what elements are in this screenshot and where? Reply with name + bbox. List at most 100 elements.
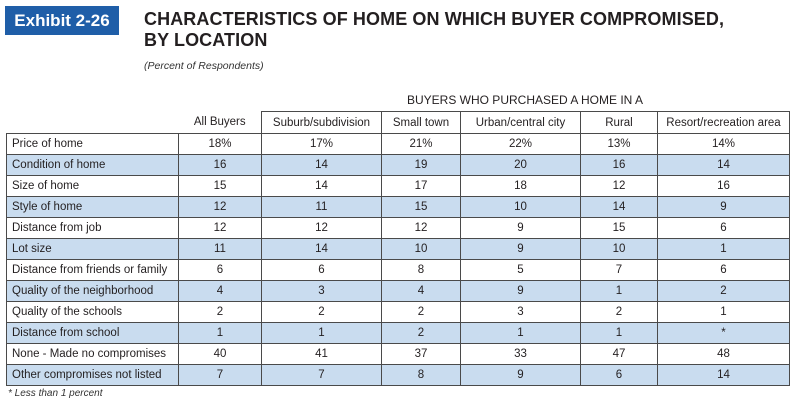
cell-value: 15 xyxy=(580,217,658,239)
cell-value: * xyxy=(657,322,790,344)
row-label: Other compromises not listed xyxy=(6,364,179,386)
table-row: Quality of the neighborhood 4 3 4 9 1 2 xyxy=(6,280,790,302)
cell-value: 7 xyxy=(178,364,262,386)
cell-value: 2 xyxy=(178,301,262,323)
cell-value: 1 xyxy=(580,322,658,344)
header-corner xyxy=(7,112,179,134)
cell-value: 9 xyxy=(460,280,581,302)
cell-value: 7 xyxy=(580,259,658,281)
row-label: Quality of the neighborhood xyxy=(6,280,179,302)
cell-value: 6 xyxy=(261,259,382,281)
cell-value: 9 xyxy=(460,238,581,260)
table-row: None - Made no compromises 40 41 37 33 47 48 xyxy=(6,343,790,365)
row-label: Size of home xyxy=(6,175,179,197)
cell-value: 8 xyxy=(381,259,461,281)
cell-value: 6 xyxy=(657,217,790,239)
table-row: Distance from school 1 1 2 1 1 * xyxy=(6,322,790,344)
cell-value: 12 xyxy=(381,217,461,239)
row-label: Lot size xyxy=(6,238,179,260)
cell-value: 48 xyxy=(657,343,790,365)
cell-value: 12 xyxy=(178,196,262,218)
cell-value: 12 xyxy=(178,217,262,239)
data-table: All Buyers Suburb/subdivision Small town… xyxy=(6,111,790,386)
cell-value: 1 xyxy=(657,301,790,323)
cell-value: 16 xyxy=(178,154,262,176)
table-body: Price of home 18% 17% 21% 22% 13% 14% Condition… xyxy=(6,133,790,386)
cell-value: 6 xyxy=(178,259,262,281)
header-row: All Buyers Suburb/subdivision Small town… xyxy=(7,111,790,134)
cell-value: 17 xyxy=(381,175,461,197)
cell-value: 14 xyxy=(261,238,382,260)
cell-value: 2 xyxy=(381,301,461,323)
cell-value: 12 xyxy=(580,175,658,197)
cell-value: 15 xyxy=(178,175,262,197)
subtitle: (Percent of Respondents) xyxy=(144,60,264,72)
cell-value: 2 xyxy=(381,322,461,344)
cell-value: 1 xyxy=(178,322,262,344)
cell-value: 15 xyxy=(381,196,461,218)
cell-value: 10 xyxy=(460,196,581,218)
cell-value: 33 xyxy=(460,343,581,365)
column-header: Resort/recreation area xyxy=(657,111,790,134)
cell-value: 11 xyxy=(178,238,262,260)
footnote: * Less than 1 percent xyxy=(8,388,103,399)
cell-value: 9 xyxy=(460,217,581,239)
title-line-1: CHARACTERISTICS OF HOME ON WHICH BUYER C… xyxy=(144,9,725,29)
cell-value: 5 xyxy=(460,259,581,281)
row-label: Distance from job xyxy=(6,217,179,239)
cell-value: 20 xyxy=(460,154,581,176)
cell-value: 16 xyxy=(580,154,658,176)
table-row: Distance from friends or family 6 6 8 5 7 6 xyxy=(6,259,790,281)
cell-value: 12 xyxy=(261,217,382,239)
cell-value: 14 xyxy=(580,196,658,218)
cell-value: 11 xyxy=(261,196,382,218)
cell-value: 8 xyxy=(381,364,461,386)
cell-value: 2 xyxy=(261,301,382,323)
row-label: None - Made no compromises xyxy=(6,343,179,365)
column-header: Rural xyxy=(580,111,658,134)
cell-value: 41 xyxy=(261,343,382,365)
column-header: Urban/central city xyxy=(460,111,581,134)
column-header: Suburb/subdivision xyxy=(261,111,382,134)
row-label: Distance from school xyxy=(6,322,179,344)
table-row: Condition of home 16 14 19 20 16 14 xyxy=(6,154,790,176)
title-line-2: BY LOCATION xyxy=(144,30,268,50)
column-header: Small town xyxy=(381,111,461,134)
row-label: Distance from friends or family xyxy=(6,259,179,281)
cell-value: 40 xyxy=(178,343,262,365)
cell-value: 14 xyxy=(657,364,790,386)
cell-value: 1 xyxy=(261,322,382,344)
page-title: CHARACTERISTICS OF HOME ON WHICH BUYER C… xyxy=(144,9,724,51)
cell-value: 14 xyxy=(261,154,382,176)
cell-value: 21% xyxy=(381,133,461,155)
cell-value: 1 xyxy=(460,322,581,344)
cell-value: 6 xyxy=(657,259,790,281)
table-row: Price of home 18% 17% 21% 22% 13% 14% xyxy=(6,133,790,155)
table-row: Style of home 12 11 15 10 14 9 xyxy=(6,196,790,218)
table-row: Lot size 11 14 10 9 10 1 xyxy=(6,238,790,260)
cell-value: 18 xyxy=(460,175,581,197)
cell-value: 14 xyxy=(261,175,382,197)
cell-value: 17% xyxy=(261,133,382,155)
cell-value: 47 xyxy=(580,343,658,365)
cell-value: 19 xyxy=(381,154,461,176)
table-row: Quality of the schools 2 2 2 3 2 1 xyxy=(6,301,790,323)
cell-value: 3 xyxy=(261,280,382,302)
cell-value: 9 xyxy=(460,364,581,386)
cell-value: 22% xyxy=(460,133,581,155)
cell-value: 7 xyxy=(261,364,382,386)
table-row: Other compromises not listed 7 7 8 9 6 14 xyxy=(6,364,790,386)
cell-value: 3 xyxy=(460,301,581,323)
cell-value: 6 xyxy=(580,364,658,386)
cell-value: 14 xyxy=(657,154,790,176)
cell-value: 13% xyxy=(580,133,658,155)
row-label: Price of home xyxy=(6,133,179,155)
cell-value: 10 xyxy=(381,238,461,260)
cell-value: 18% xyxy=(178,133,262,155)
exhibit-badge: Exhibit 2-26 xyxy=(5,6,119,35)
cell-value: 14% xyxy=(657,133,790,155)
cell-value: 37 xyxy=(381,343,461,365)
cell-value: 1 xyxy=(657,238,790,260)
group-header: BUYERS WHO PURCHASED A HOME IN A xyxy=(406,93,644,107)
row-label: Style of home xyxy=(6,196,179,218)
